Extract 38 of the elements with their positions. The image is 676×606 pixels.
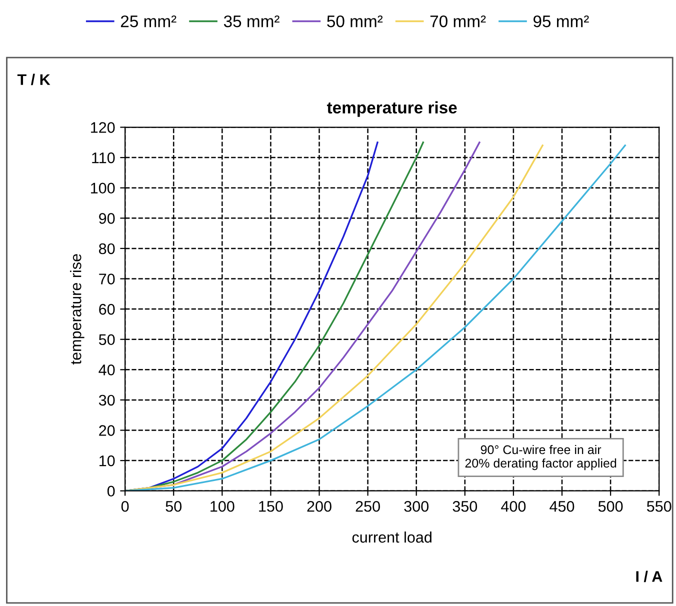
x-tick-label: 450 [550,500,574,512]
x-tick-label: 350 [452,500,478,512]
y-tick-label: 60 [99,304,115,315]
legend-label: 25 mm² [120,15,176,28]
line-series [125,144,626,491]
y-tick-label: 50 [98,334,115,346]
x-tick-label: 100 [210,500,234,512]
text: I / A [636,570,662,582]
x-tick-label: 400 [501,500,526,512]
legend-label: 35 mm² [224,15,280,28]
y-tick-label: 110 [92,152,115,164]
annotation: 90° Cu-wire free in air 20% derating factor applied [465,444,616,470]
legend-label: 70 mm² [430,15,486,28]
x-tick-label: 50 [166,500,182,512]
y-tick-label: 20 [99,425,115,436]
chart-title: temperature rise [326,101,457,117]
y-tick-label: 90 [99,213,115,224]
legend-label: 95 mm² [534,15,589,28]
x-tick-label: 150 [259,500,283,512]
y-tick-label: 120 [91,122,115,133]
x-tick-label: 300 [404,500,429,512]
y-tick-label: 100 [91,182,115,194]
y-tick-label: 30 [98,394,115,406]
y-tick-label: 70 [99,274,115,284]
y-tick-label: 0 [107,486,115,497]
y-axis-title: temperature rise [70,254,84,364]
line-series [125,144,544,491]
y-tick-label: 10 [100,455,115,466]
text: T / K [17,74,50,86]
y-tick-label: 80 [99,243,115,254]
legend-label: 50 mm² [327,15,383,28]
x-axis-title: current load [352,531,432,543]
x-tick-label: 550 [646,500,672,512]
x-tick-label: 500 [598,500,623,512]
x-tick-label: 200 [307,500,332,512]
x-tick-label: 0 [121,500,129,512]
x-tick-label: 250 [356,500,380,512]
y-tick-label: 40 [98,364,115,376]
